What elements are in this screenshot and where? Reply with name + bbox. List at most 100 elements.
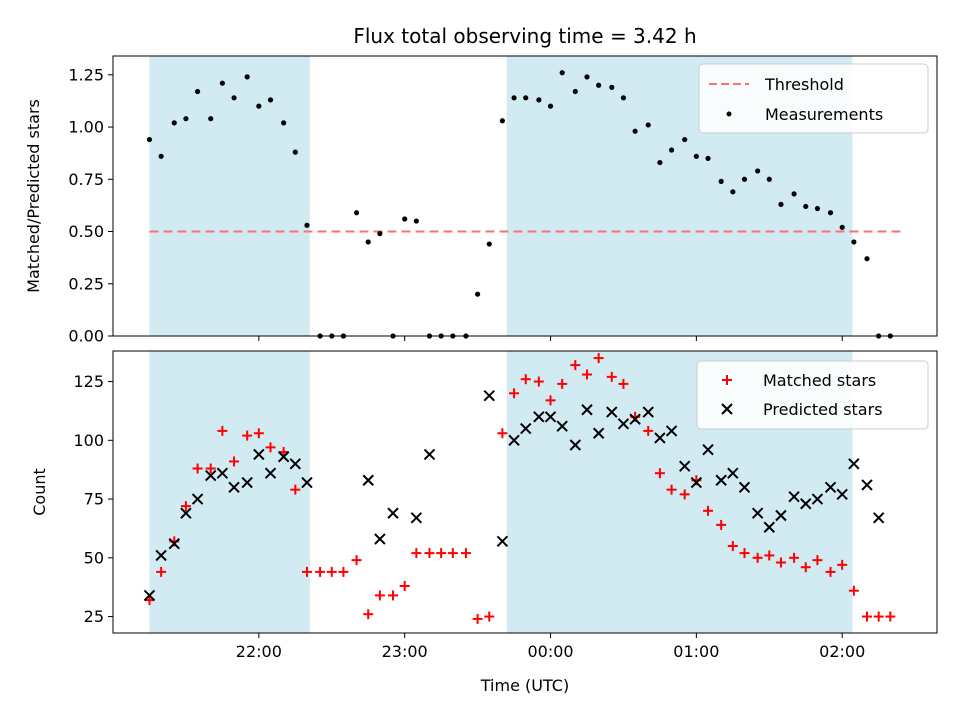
x-tick-label: 23:00	[382, 642, 428, 661]
data-point	[499, 118, 505, 124]
data-point	[536, 97, 542, 103]
data-point	[143, 589, 156, 602]
data-point	[836, 488, 848, 501]
data-point	[244, 74, 250, 80]
data-point	[353, 210, 360, 216]
data-point	[751, 507, 764, 519]
data-point	[219, 80, 225, 86]
data-point	[436, 548, 447, 559]
data-point	[738, 481, 751, 494]
data-point	[632, 128, 638, 134]
data-point	[596, 82, 602, 88]
data-point	[242, 430, 253, 441]
data-point	[171, 120, 177, 126]
data-point	[168, 537, 180, 550]
data-point	[304, 222, 310, 228]
legend-matched-swatch	[722, 375, 732, 385]
data-point	[277, 451, 290, 463]
data-point	[497, 428, 508, 439]
data-point	[192, 463, 203, 474]
data-point	[545, 395, 556, 406]
count-y-axis-label: Count	[30, 468, 49, 516]
data-point	[508, 434, 520, 447]
y-tick-label: 25	[84, 607, 104, 626]
data-point	[410, 512, 423, 524]
data-point	[533, 376, 544, 387]
data-point	[739, 548, 750, 559]
data-point	[730, 189, 736, 195]
data-point	[800, 562, 811, 573]
data-point	[851, 239, 857, 245]
data-point	[377, 231, 383, 237]
data-point	[231, 95, 237, 101]
data-point	[682, 136, 688, 143]
data-point	[727, 467, 739, 479]
data-point	[267, 97, 274, 103]
data-point	[839, 224, 845, 230]
data-point	[764, 550, 775, 561]
data-point	[778, 201, 784, 207]
data-point	[569, 439, 582, 451]
data-point	[483, 389, 495, 402]
data-point	[460, 548, 471, 559]
data-point	[205, 469, 217, 482]
data-point	[265, 442, 276, 453]
data-point	[387, 507, 399, 519]
series-predicted-stars	[143, 389, 885, 602]
y-tick-label: 125	[73, 372, 104, 391]
y-tick-label: 1.00	[68, 118, 104, 137]
data-point	[556, 420, 568, 432]
data-point	[241, 476, 253, 489]
data-point	[557, 378, 568, 389]
data-point	[657, 159, 663, 166]
data-point	[763, 521, 775, 533]
data-point	[523, 95, 529, 101]
data-point	[775, 557, 786, 568]
data-point	[811, 493, 824, 505]
data-point	[180, 507, 192, 519]
data-point	[861, 479, 873, 491]
data-point	[533, 411, 545, 423]
data-point	[484, 611, 495, 622]
data-point	[191, 493, 204, 505]
data-point	[666, 484, 677, 495]
data-point	[572, 88, 578, 95]
data-point	[703, 505, 714, 516]
data-point	[374, 590, 385, 601]
chart-title: Flux total observing time = 3.42 h	[353, 24, 696, 48]
series-matched-stars	[144, 353, 896, 624]
data-point	[301, 566, 312, 577]
legend-measurements-label: Measurements	[765, 105, 883, 124]
data-point	[803, 203, 809, 210]
data-point	[766, 176, 772, 182]
data-point	[520, 422, 532, 435]
y-tick-label: 75	[84, 490, 104, 509]
data-point	[642, 406, 654, 418]
data-point	[645, 122, 651, 128]
data-point	[789, 552, 800, 563]
data-point	[665, 425, 678, 437]
data-point	[872, 512, 885, 524]
data-point	[581, 404, 593, 416]
data-point	[679, 489, 690, 500]
data-point	[678, 460, 691, 472]
data-point	[755, 168, 761, 174]
data-point	[544, 411, 557, 423]
y-tick-label: 1.25	[68, 65, 104, 84]
data-point	[800, 498, 812, 510]
data-point	[715, 474, 727, 486]
data-point	[873, 611, 884, 622]
data-point	[399, 581, 410, 591]
data-point	[705, 155, 711, 161]
data-point	[606, 371, 617, 382]
data-point	[472, 613, 483, 624]
data-point	[812, 555, 823, 566]
data-point	[326, 566, 337, 577]
data-point	[156, 566, 167, 577]
legend-matched-label: Matched stars	[763, 371, 876, 390]
data-point	[788, 490, 800, 503]
data-point	[837, 559, 848, 570]
data-point	[315, 566, 326, 577]
data-point	[885, 611, 896, 622]
x-axis-label: Time (UTC)	[480, 676, 569, 695]
